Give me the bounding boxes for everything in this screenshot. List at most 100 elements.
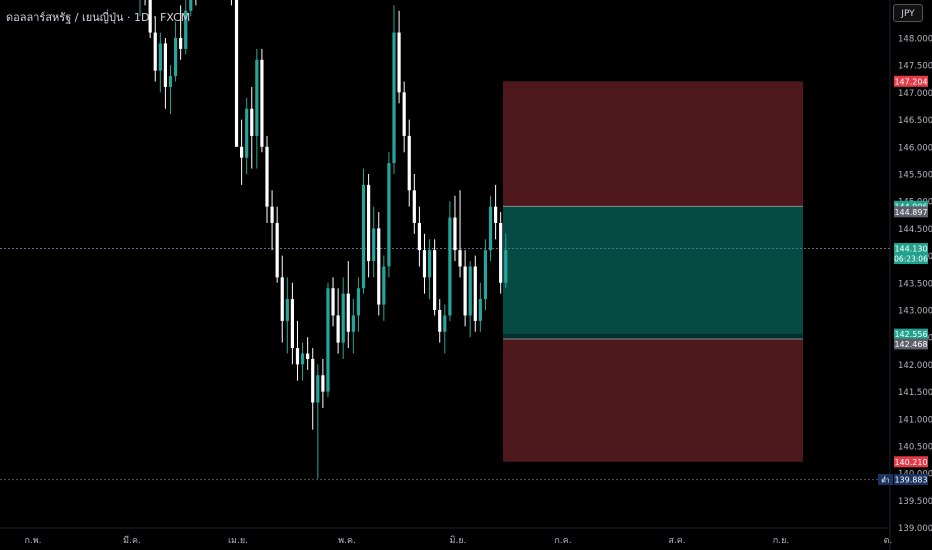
candle-body [321,375,325,392]
price-label-text: 144.897 [894,208,927,217]
candle-body [448,217,452,316]
price-label-badge [894,328,928,340]
candle-body [148,0,152,33]
candle-body [499,222,503,283]
candle-body [351,315,355,332]
candle-body [270,206,274,223]
candle-body [168,76,173,87]
candle-body [255,59,259,136]
candle-body [488,206,493,251]
candle-body [331,288,335,316]
low-prefix-badge [878,474,893,486]
y-tick-label: 143.000 [898,307,932,317]
profit-zone [503,206,803,335]
x-tick-label: มิ.ย. [450,535,467,546]
price-label-text: 142.468 [894,340,927,349]
y-tick-label: 139.500 [898,497,932,507]
candle-body [184,10,188,49]
candle-body [250,108,254,136]
candle-body [311,358,315,403]
x-tick-label: ต. [884,536,893,546]
candle-body [443,315,447,332]
candle-body [463,266,467,316]
price-label-badge [894,456,928,468]
candle-body [173,38,178,77]
x-tick-label: พ.ค. [338,536,356,546]
price-label-badge [894,75,928,87]
candle-body [387,163,391,267]
price-label-badge [894,243,928,265]
low-prefix-text: ต่ำ [881,476,890,485]
stop-loss-zone [503,338,803,462]
price-label-badge [894,338,928,350]
price-label-text: 139.883 [894,476,927,485]
y-tick-label: 140.500 [898,443,932,453]
candle-body [189,0,193,11]
y-tick-label: 141.000 [898,415,932,425]
candle-body [240,146,244,158]
candle-body [453,217,457,251]
entry-band [503,334,803,339]
candle-body [427,250,432,278]
x-tick-label: เม.ย. [228,536,248,546]
candle-body [295,348,300,365]
candle-body [163,43,167,87]
candle-body [433,250,437,310]
y-tick-label: 146.000 [898,143,932,153]
candle-body [179,38,183,49]
candle-body [275,222,279,278]
currency-button[interactable]: JPY [893,4,923,22]
y-tick-label: 143.500 [898,279,932,289]
candle-body [438,310,442,332]
y-tick-label: 145.500 [898,171,932,181]
candle-body [483,250,488,300]
candle-body [361,184,366,289]
x-tick-label: ก.พ. [24,536,41,546]
candle-body [306,353,310,359]
candle-body [346,293,350,332]
price-label-text: 142.556 [894,330,927,339]
upper-zone [503,81,803,207]
candle-body [372,228,376,262]
y-tick-label: 147.000 [898,89,932,99]
candle-body [473,266,477,321]
candle-body [422,250,427,278]
x-tick-label: มี.ค. [123,535,141,546]
candle-body [468,266,472,316]
candle-body [458,250,462,267]
candle-body [153,32,157,71]
candle-body [336,315,340,343]
candle-body [367,184,371,262]
candle-body [316,375,320,403]
y-tick-label: 146.500 [898,116,932,126]
chart-title: ดอลลาร์สหรัฐ / เยนญี่ปุ่น · 1D · FXCM [6,11,191,24]
candle-body [260,59,264,147]
y-tick-label: 141.500 [898,388,932,398]
x-tick-label: ก.ย. [773,536,789,546]
candle-body [285,299,289,321]
x-tick-label: ส.ค. [668,536,685,546]
y-tick-label: 148.000 [898,35,932,45]
candle-body [356,288,361,316]
y-tick-label: 139.000 [898,524,932,534]
candle-body [382,266,386,305]
price-label-badge [894,474,928,486]
price-label-text: 144.130 [894,245,927,254]
y-tick-label: 147.500 [898,62,932,72]
x-tick-label: ก.ค. [554,536,571,546]
price-label-text: 147.204 [894,77,927,86]
candle-body [417,222,421,251]
candle-body [158,43,162,71]
candle-body [245,108,249,158]
candle-body [478,299,482,321]
candle-body [280,277,284,321]
candle-body [407,135,411,191]
price-label-text: 140.210 [894,458,927,467]
candle-body [412,190,416,223]
candle-body [494,206,498,223]
candle-body [504,250,508,283]
candle-body [234,0,239,147]
candle-body [326,288,330,392]
candle-body [402,92,406,136]
